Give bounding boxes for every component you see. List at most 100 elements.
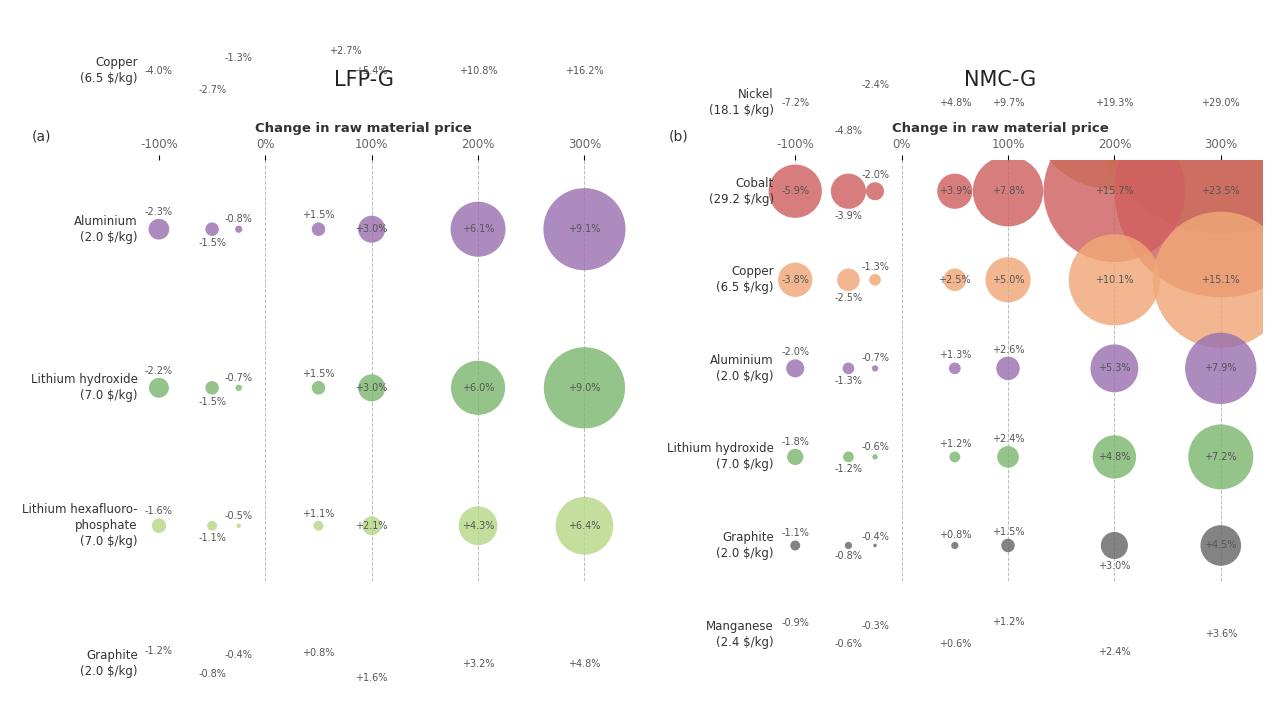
Point [945, 274, 965, 286]
Text: -0.7%: -0.7% [225, 372, 252, 382]
Text: +4.8%: +4.8% [568, 659, 600, 669]
Text: +4.8%: +4.8% [938, 97, 972, 108]
Point [838, 628, 859, 640]
Text: +2.6%: +2.6% [992, 345, 1024, 355]
Text: +1.5%: +1.5% [302, 369, 335, 379]
Point [1211, 539, 1231, 551]
Point [467, 520, 488, 531]
Text: (a): (a) [32, 129, 51, 143]
Text: Copper
(6.5 $/kg): Copper (6.5 $/kg) [717, 265, 774, 294]
Text: -3.8%: -3.8% [781, 275, 809, 285]
Text: +2.1%: +2.1% [356, 521, 388, 531]
Point [1105, 451, 1125, 462]
Point [361, 382, 381, 393]
Point [998, 185, 1019, 197]
Text: -0.4%: -0.4% [225, 650, 252, 660]
Point [361, 520, 381, 531]
Point [865, 539, 886, 551]
Point [838, 451, 859, 462]
Text: +0.8%: +0.8% [302, 648, 334, 658]
Point [575, 65, 595, 76]
Text: -2.0%: -2.0% [861, 170, 890, 180]
Point [998, 628, 1019, 640]
Point [361, 658, 381, 670]
Point [308, 520, 329, 531]
Point [228, 520, 248, 531]
Point [865, 628, 886, 640]
Text: Manganese
(2.4 $/kg): Manganese (2.4 $/kg) [707, 619, 774, 648]
Point [228, 658, 248, 670]
Text: -0.6%: -0.6% [861, 442, 890, 452]
Text: -0.6%: -0.6% [835, 639, 863, 648]
Point [228, 223, 248, 235]
Text: +1.3%: +1.3% [938, 350, 972, 361]
Text: +4.5%: +4.5% [1204, 540, 1236, 550]
Text: +0.8%: +0.8% [938, 530, 972, 539]
Text: -3.9%: -3.9% [835, 211, 863, 221]
Point [838, 97, 859, 108]
Point [998, 539, 1019, 551]
Point [202, 223, 223, 235]
Text: Copper
(6.5 $/kg): Copper (6.5 $/kg) [81, 56, 138, 85]
Point [945, 185, 965, 197]
Point [1105, 628, 1125, 640]
Point [945, 539, 965, 551]
Point [865, 185, 886, 197]
Point [148, 223, 169, 235]
Text: +6.4%: +6.4% [568, 521, 600, 531]
Text: -1.6%: -1.6% [145, 507, 173, 516]
Text: +23.5%: +23.5% [1202, 186, 1240, 196]
Text: -1.2%: -1.2% [835, 465, 863, 475]
Text: +9.1%: +9.1% [568, 224, 600, 234]
Point [1105, 363, 1125, 374]
Point [575, 520, 595, 531]
Text: -2.7%: -2.7% [198, 85, 227, 95]
Point [865, 97, 886, 108]
Point [838, 185, 859, 197]
Text: +1.2%: +1.2% [992, 616, 1024, 627]
Point [785, 274, 805, 286]
Text: -0.9%: -0.9% [781, 618, 809, 628]
Text: +5.4%: +5.4% [356, 65, 388, 76]
Text: +16.2%: +16.2% [566, 65, 604, 76]
Point [335, 65, 356, 76]
Point [202, 658, 223, 670]
Text: +1.5%: +1.5% [992, 526, 1024, 537]
X-axis label: Change in raw material price: Change in raw material price [255, 122, 472, 135]
Text: +6.0%: +6.0% [462, 383, 494, 393]
Text: Graphite
(2.0 $/kg): Graphite (2.0 $/kg) [81, 649, 138, 678]
Text: +2.7%: +2.7% [329, 47, 361, 56]
Point [467, 223, 488, 235]
Text: -0.7%: -0.7% [861, 353, 890, 363]
Text: +1.1%: +1.1% [302, 509, 334, 518]
Text: +10.8%: +10.8% [458, 65, 498, 76]
Text: Lithium hydroxide
(7.0 $/kg): Lithium hydroxide (7.0 $/kg) [31, 373, 138, 402]
Text: (b): (b) [668, 129, 689, 143]
Text: Nickel
(18.1 $/kg): Nickel (18.1 $/kg) [709, 88, 774, 117]
Text: +3.0%: +3.0% [356, 383, 388, 393]
Text: -4.0%: -4.0% [145, 65, 173, 76]
Point [202, 65, 223, 76]
Point [865, 451, 886, 462]
Text: Cobalt
(29.2 $/kg): Cobalt (29.2 $/kg) [709, 177, 774, 206]
Text: -1.3%: -1.3% [861, 262, 890, 272]
Point [785, 185, 805, 197]
Point [228, 65, 248, 76]
Text: +29.0%: +29.0% [1202, 97, 1240, 108]
Point [361, 223, 381, 235]
Text: +2.4%: +2.4% [992, 434, 1024, 444]
Text: +6.1%: +6.1% [462, 224, 494, 234]
Text: +4.8%: +4.8% [1098, 452, 1130, 462]
Point [1105, 97, 1125, 108]
Point [785, 628, 805, 640]
Text: -1.3%: -1.3% [225, 52, 252, 63]
Text: Lithium hexafluoro-
phosphate
(7.0 $/kg): Lithium hexafluoro- phosphate (7.0 $/kg) [22, 503, 138, 548]
Text: -2.5%: -2.5% [835, 293, 863, 303]
Point [785, 363, 805, 374]
Point [308, 658, 329, 670]
Text: +19.3%: +19.3% [1096, 97, 1134, 108]
Text: +9.7%: +9.7% [992, 97, 1024, 108]
Text: -5.9%: -5.9% [781, 186, 809, 196]
Point [1211, 628, 1231, 640]
Text: -2.3%: -2.3% [145, 206, 173, 217]
